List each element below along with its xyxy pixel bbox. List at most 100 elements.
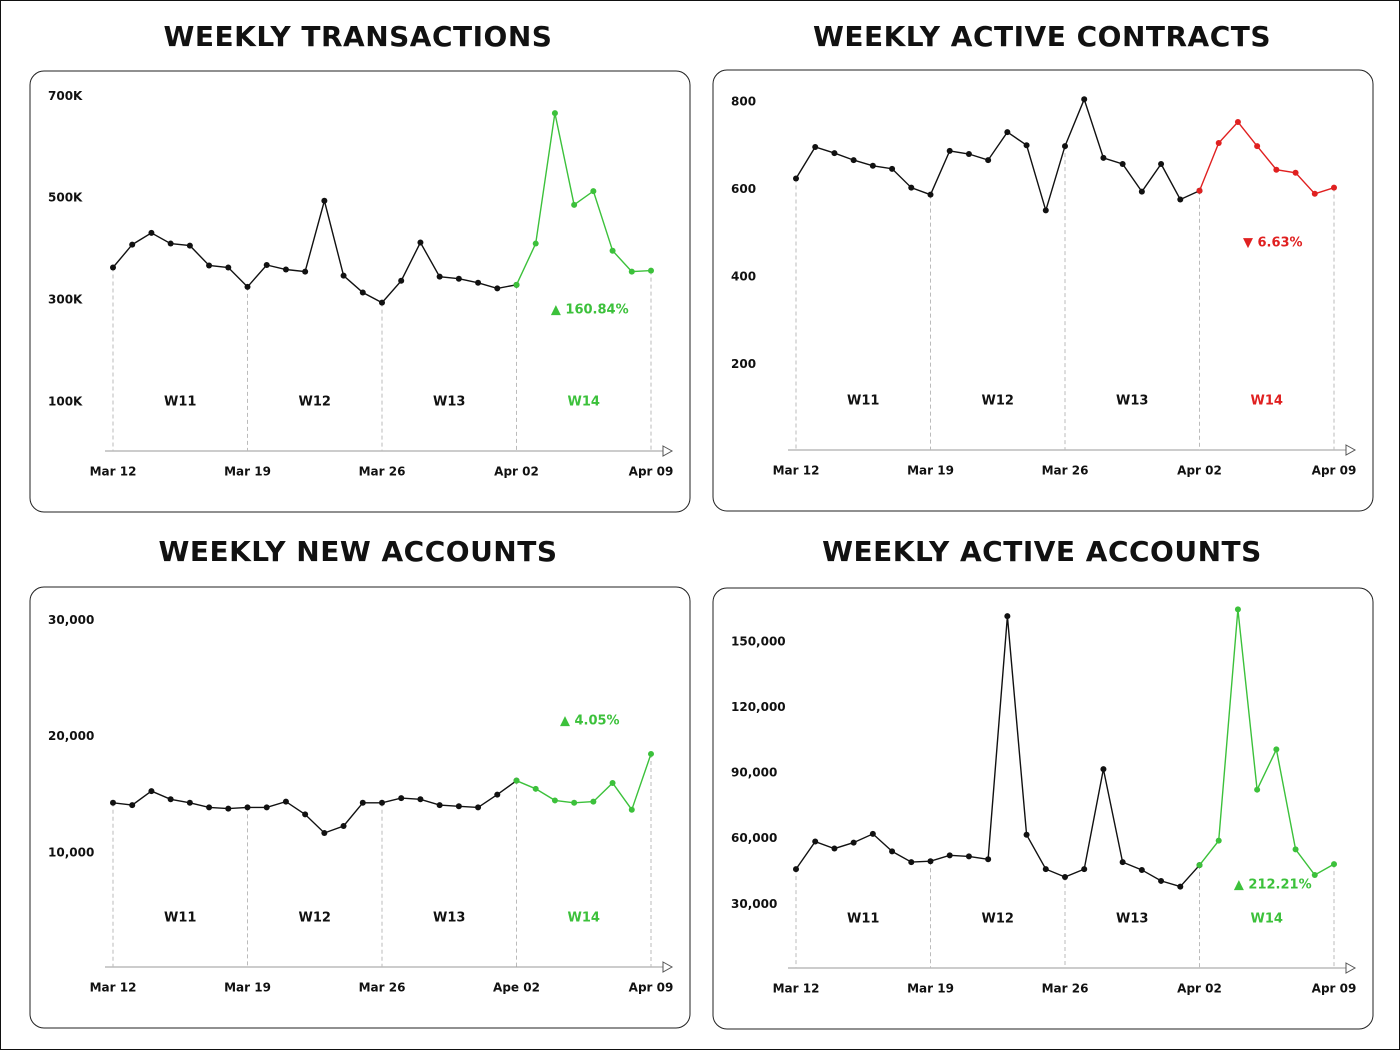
x-tick-label: Mar 26 [1042, 982, 1089, 996]
x-tick-label: Apr 09 [1312, 464, 1357, 478]
x-tick-label: Ape 02 [493, 981, 540, 995]
data-point [1158, 877, 1165, 884]
x-tick-label: Mar 19 [224, 981, 271, 995]
data-point [532, 785, 539, 792]
data-point [186, 799, 193, 806]
x-tick-label: Mar 12 [773, 464, 820, 478]
x-tick-label: Mar 12 [773, 982, 820, 996]
data-point [869, 830, 876, 837]
data-point [1234, 606, 1241, 613]
chart-title: WEEKLY NEW ACCOUNTS [158, 535, 557, 568]
x-tick-label: Mar 19 [224, 465, 271, 479]
data-point [590, 798, 597, 805]
data-point [321, 829, 328, 836]
y-tick-label: 90,000 [731, 766, 777, 780]
data-point [571, 799, 578, 806]
data-point [793, 866, 799, 873]
week-label: W13 [433, 911, 465, 926]
data-point [590, 188, 597, 195]
data-point [831, 845, 838, 852]
data-point [1004, 613, 1011, 620]
data-point [1177, 883, 1184, 890]
data-point [1100, 154, 1107, 161]
x-axis-arrow [1345, 444, 1357, 456]
week-label: W11 [164, 395, 196, 410]
data-point [985, 157, 992, 164]
data-point [1215, 140, 1222, 147]
x-tick-label: Apr 09 [1312, 982, 1357, 996]
data-point [889, 165, 896, 172]
week-label: W14 [1251, 912, 1283, 927]
data-point [609, 247, 616, 254]
y-tick-label: 20,000 [48, 729, 94, 743]
y-tick-label: 300K [48, 293, 83, 307]
y-tick-label: 60,000 [731, 831, 777, 845]
data-point [1062, 143, 1068, 150]
data-point [110, 264, 116, 271]
data-point [302, 268, 309, 275]
change-annotation: ▲ 4.05% [560, 714, 620, 729]
data-point [513, 777, 520, 784]
x-tick-label: Mar 12 [90, 981, 137, 995]
data-point [1023, 142, 1030, 149]
data-point [359, 799, 366, 806]
data-point [129, 802, 136, 809]
x-axis-arrow [662, 445, 674, 457]
x-tick-label: Mar 12 [90, 465, 137, 479]
x-tick-label: Apr 09 [629, 981, 674, 995]
data-point [1081, 96, 1088, 103]
data-point [1292, 169, 1299, 176]
data-point [225, 264, 232, 271]
week-label: W13 [433, 395, 465, 410]
data-point [609, 780, 616, 786]
x-tick-label: Apr 02 [494, 465, 539, 479]
data-point [850, 157, 857, 164]
data-point [946, 147, 953, 154]
data-point [1177, 196, 1184, 203]
data-point [1158, 161, 1165, 168]
data-point [648, 750, 654, 757]
data-point [889, 848, 896, 855]
data-point [908, 859, 915, 866]
data-point [850, 839, 857, 846]
change-annotation: ▼ 6.63% [1243, 236, 1303, 251]
data-point [455, 803, 462, 810]
data-point [628, 806, 635, 813]
data-point [436, 802, 443, 809]
data-point [494, 791, 501, 798]
data-point [244, 804, 251, 811]
data-point [1331, 861, 1337, 868]
y-tick-label: 10,000 [48, 845, 94, 859]
x-axis-arrow [662, 961, 674, 973]
data-point [1254, 786, 1261, 793]
data-point [282, 798, 289, 805]
data-point [379, 799, 385, 806]
data-point [551, 110, 558, 117]
data-point [263, 804, 270, 811]
data-point [1292, 846, 1299, 853]
data-point [225, 805, 232, 812]
data-point [1119, 161, 1126, 168]
chart-title: WEEKLY TRANSACTIONS [164, 20, 553, 53]
x-tick-label: Apr 02 [1177, 982, 1222, 996]
week-label: W11 [847, 912, 879, 927]
data-point [206, 804, 213, 811]
y-tick-label: 30,000 [48, 613, 94, 627]
data-point [475, 279, 482, 286]
data-point [263, 261, 270, 268]
data-point [110, 799, 116, 806]
week-label: W14 [568, 911, 600, 926]
y-tick-label: 200 [731, 357, 756, 371]
x-tick-label: Mar 19 [907, 464, 954, 478]
week-label: W13 [1116, 912, 1148, 927]
data-point [1234, 119, 1241, 126]
data-point [812, 838, 819, 845]
change-annotation: ▲ 212.21% [1234, 878, 1312, 893]
series-line [795, 97, 1200, 213]
x-tick-label: Mar 26 [359, 465, 406, 479]
x-tick-label: Mar 19 [907, 982, 954, 996]
week-label: W14 [1251, 394, 1283, 409]
data-point [1254, 143, 1261, 150]
data-point [340, 823, 347, 830]
